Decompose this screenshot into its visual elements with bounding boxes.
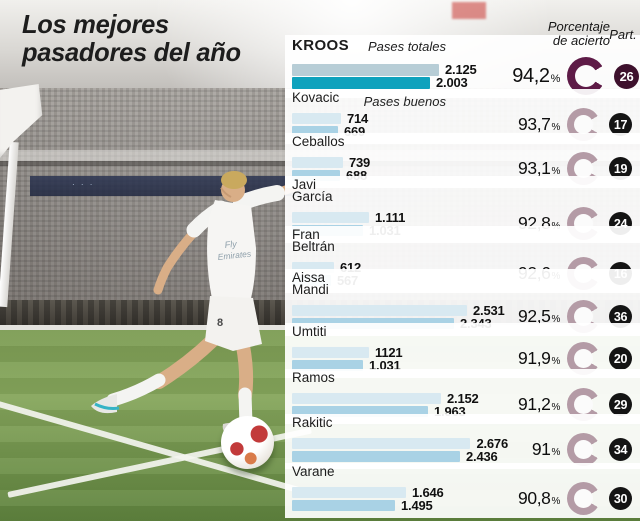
bar-pases-totales [292,486,406,498]
participation-badge: 20 [609,347,632,370]
bar-pases-totales [292,392,441,404]
bar-pases-totales [292,437,471,449]
pct-header-line1: Porcentaje [547,19,610,34]
title-line1: Los mejores [22,9,169,39]
participation-badge: 26 [614,63,639,89]
value-pases-buenos: 1.031 [369,357,401,373]
accuracy-percentage: 92,5% [518,306,560,326]
bar-pases-buenos [292,359,363,371]
bar-pases-totales [292,156,343,168]
bar-pases-buenos [292,450,460,462]
accuracy-percentage: 93,7% [518,114,560,134]
player-row: KROOS 2.125 2.003 94,2% 26 [285,35,640,98]
legend-pases-totales: Pases totales [367,39,446,54]
accuracy-percentage: 91,9% [518,348,560,368]
value-pases-totales: 2.531 [473,302,505,318]
pass-bars: 2.676 2.436 [292,435,508,464]
title-line2: pasadores del año [22,37,241,67]
value-pases-buenos: 1.495 [401,497,433,513]
pass-bars: 1.646 1.495 [292,484,508,513]
accuracy-gauge-icon [567,482,600,515]
bar-pases-buenos [292,125,338,137]
player-name: Fran Beltrán [292,227,335,254]
accuracy-percentage: 94,2% [512,64,560,87]
accuracy-gauge-icon [567,57,605,95]
player-name: Aissa Mandi [292,270,329,297]
player-stats: 1.646 1.495 90,8% 30 [292,482,640,515]
legend-pases-buenos: Pases buenos [363,94,446,109]
bar-pases-buenos [292,76,430,89]
player-name: Ceballos [292,134,345,149]
player-name: Varane [292,464,335,479]
bar-pases-totales [292,304,467,316]
bar-pases-totales [292,211,369,223]
value-pases-totales: 2.676 [476,435,508,451]
participation-badge: 19 [609,157,632,180]
value-pases-totales: 1.111 [375,209,406,225]
participation-badge: 17 [609,113,632,136]
participation-badge: 34 [609,438,632,461]
accuracy-percentage: 91% [531,439,561,459]
column-header-porcentaje: Porcentaje de acierto [498,20,610,47]
bar-pases-totales [292,346,369,358]
player-stats: 2.676 2.436 91% 34 [292,433,640,466]
value-pases-totales: 714 [347,110,369,126]
value-pases-totales: 739 [349,154,371,170]
column-header-part: Part. [609,27,637,42]
player-name: Javi García [292,177,333,204]
value-pases-totales: 2.125 [445,62,477,77]
pass-bars: 2.125 2.003 [292,62,508,90]
page-title: Los mejores pasadores del año [22,10,241,66]
accuracy-percentage: 93,1% [518,158,560,178]
player-name: Rakitic [292,415,333,430]
bar-pases-totales [292,63,439,76]
player-name: Ramos [292,370,335,385]
jersey-text: Emirates [217,248,252,262]
value-pases-buenos: 2.436 [466,448,498,464]
player-stats: 714 669 93,7% 17 [292,108,640,141]
player-name: Umtiti [292,324,327,339]
player-stats: 1121 1.031 91,9% 20 [292,342,640,375]
value-pases-totales: 1.646 [412,484,444,500]
accuracy-gauge-icon [567,433,600,466]
player-row: Rakitic 2.676 2.436 91% 34 [285,414,640,469]
value-pases-buenos: 2.003 [436,75,468,90]
pct-header-line2: de acierto [552,32,610,48]
accuracy-percentage: 90,8% [518,488,560,508]
participation-badge: 30 [609,487,632,510]
participation-badge: 29 [609,393,632,416]
bar-pases-buenos [292,405,428,417]
scoreboard-red [452,2,486,19]
bar-pases-totales [292,261,334,273]
player-row: Varane 1.646 1.495 90,8% 30 [285,463,640,518]
participation-badge: 36 [609,305,632,328]
shirt-number: 8 [217,317,223,329]
bar-pases-buenos [292,499,395,511]
pass-bars: 1121 1.031 [292,344,508,373]
player-stats: 739 688 93,1% 19 [292,152,640,185]
player-name: Kovacic [292,90,340,105]
player-row: Umtiti 1121 1.031 91,9% 20 [285,323,640,378]
accuracy-percentage: 91,2% [518,394,560,414]
value-pases-totales: 1121 [375,344,403,360]
player-name: KROOS [292,37,350,54]
jersey-text: Fly [224,239,237,250]
bar-pases-totales [292,112,341,124]
player-stats: 2.125 2.003 94,2% 26 [292,57,640,95]
pass-bars: 714 669 [292,110,508,139]
football [221,416,274,469]
value-pases-totales: 2.152 [447,390,479,406]
bar-pases-buenos [292,169,340,181]
